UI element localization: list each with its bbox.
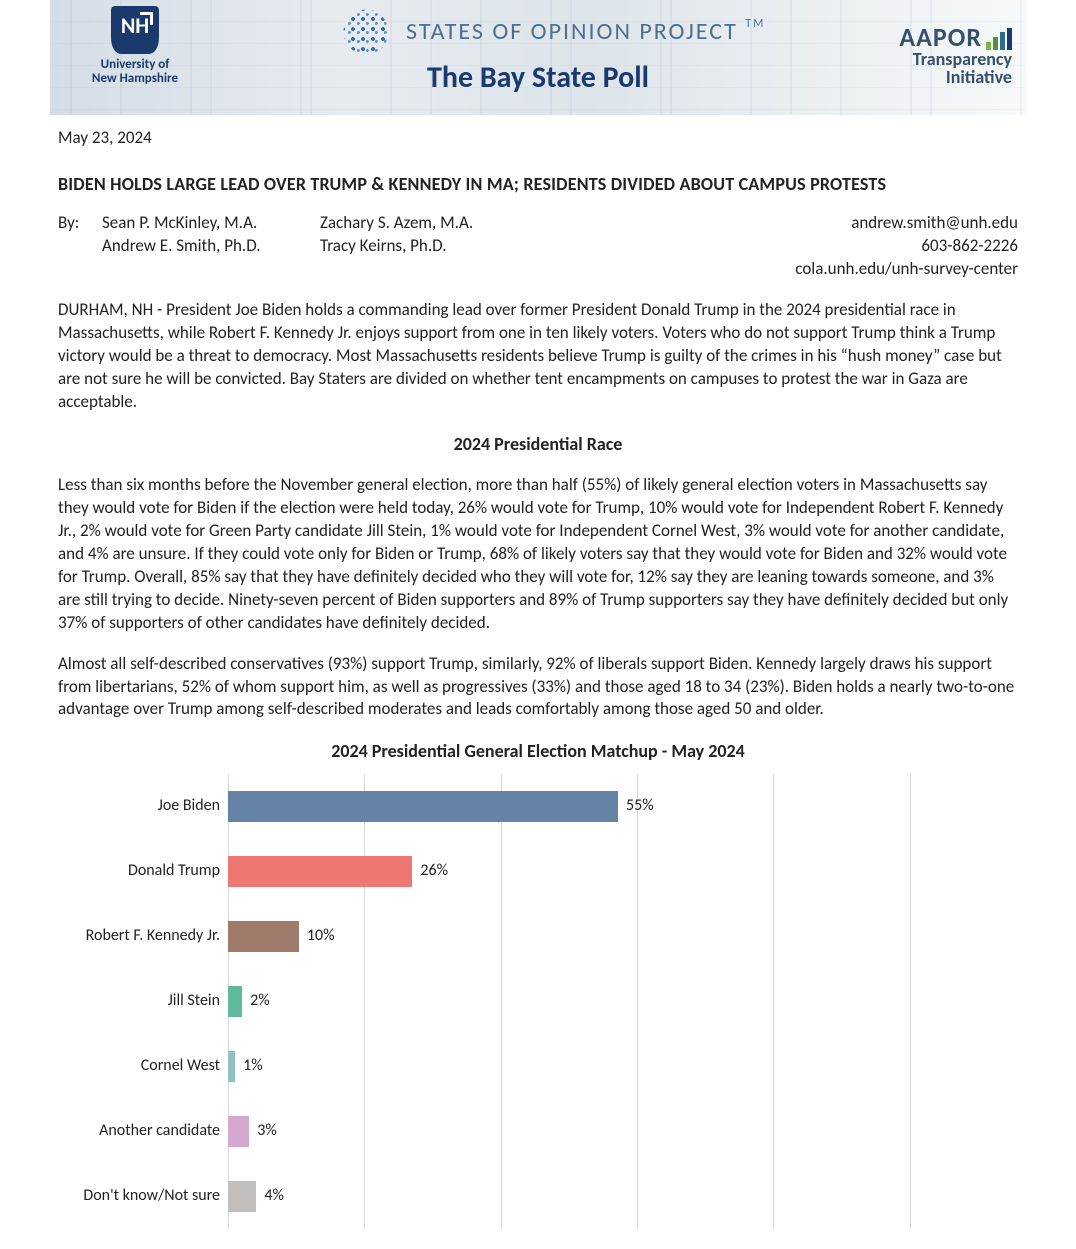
chart-bar-zone: 2%	[228, 976, 1008, 1026]
chart-category-label: Robert F. Kennedy Jr.	[68, 925, 228, 947]
chart-bar-zone: 1%	[228, 1041, 1008, 1091]
section-title: 2024 Presidential Race	[58, 432, 1018, 456]
aapor-bars-icon	[986, 28, 1012, 50]
chart-bar	[228, 986, 242, 1017]
contact-url: cola.unh.edu/unh-survey-center	[795, 258, 1018, 281]
chart-value-label: 4%	[256, 1185, 284, 1207]
aapor-logo-block: AAPOR Transparency Initiative	[899, 24, 1012, 86]
chart-row: Joe Biden 55%	[68, 774, 1008, 839]
chart-bar-zone: 55%	[228, 781, 1008, 831]
chart-bar	[228, 1181, 256, 1212]
chart-value-label: 3%	[249, 1120, 277, 1142]
chart-row: Robert F. Kennedy Jr. 10%	[68, 904, 1008, 969]
chart-bar-zone: 4%	[228, 1171, 1008, 1221]
dotted-globe-icon	[340, 6, 392, 58]
sop-title-text: STATES OF OPINION PROJECT	[406, 17, 738, 46]
article-headline: BIDEN HOLDS LARGE LEAD OVER TRUMP & KENN…	[58, 172, 1018, 196]
aapor-sub2: Initiative	[899, 68, 1012, 86]
poll-title: The Bay State Poll	[50, 58, 1026, 99]
chart-bar	[228, 1116, 249, 1147]
contact-phone: 603-862-2226	[795, 235, 1018, 258]
body-paragraph: Almost all self-described conservatives …	[58, 653, 1018, 722]
chart-category-label: Another candidate	[68, 1120, 228, 1142]
byline-label: By:	[58, 212, 102, 281]
chart-value-label: 2%	[242, 990, 270, 1012]
chart-category-label: Donald Trump	[68, 860, 228, 882]
chart-category-label: Joe Biden	[68, 795, 228, 817]
chart-row: Don't know/Not sure 4%	[68, 1164, 1008, 1229]
aapor-text: AAPOR	[899, 24, 982, 50]
author-name: Zachary S. Azem, M.A.	[320, 212, 560, 235]
chart-category-label: Cornel West	[68, 1055, 228, 1077]
chart-value-label: 1%	[235, 1055, 263, 1077]
chart-value-label: 55%	[618, 795, 654, 817]
chart-title: 2024 Presidential General Election Match…	[58, 739, 1018, 763]
chart-category-label: Don't know/Not sure	[68, 1185, 228, 1207]
header-banner: NH University of New Hampshire STATES OF…	[50, 0, 1026, 115]
byline-row: By: Sean P. McKinley, M.A. Andrew E. Smi…	[58, 212, 1018, 281]
author-name: Andrew E. Smith, Ph.D.	[102, 235, 320, 258]
chart-category-label: Jill Stein	[68, 990, 228, 1012]
chart-bar-zone: 26%	[228, 846, 1008, 896]
chart-bar	[228, 856, 412, 887]
chart-value-label: 26%	[412, 860, 448, 882]
trademark-symbol: TM	[745, 17, 765, 31]
chart-bar-zone: 3%	[228, 1106, 1008, 1156]
chart-plot-area: Joe Biden 55% Donald Trump 26% Robert F. Ken…	[68, 774, 1008, 1229]
chart-row: Cornel West 1%	[68, 1034, 1008, 1099]
chart-value-label: 10%	[299, 925, 335, 947]
contact-email: andrew.smith@unh.edu	[795, 212, 1018, 235]
states-of-opinion-block: STATES OF OPINION PROJECT TM	[340, 6, 765, 58]
unh-shield-icon: NH	[111, 6, 159, 54]
chart-row: Jill Stein 2%	[68, 969, 1008, 1034]
chart-row: Donald Trump 26%	[68, 839, 1008, 904]
chart-bar-zone: 10%	[228, 911, 1008, 961]
author-name: Sean P. McKinley, M.A.	[102, 212, 320, 235]
publication-date: May 23, 2024	[58, 127, 1018, 150]
election-matchup-chart: 2024 Presidential General Election Match…	[58, 739, 1018, 1228]
chart-bar	[228, 791, 618, 822]
states-of-opinion-title: STATES OF OPINION PROJECT TM	[406, 16, 765, 48]
chart-bar	[228, 921, 299, 952]
lead-paragraph: DURHAM, NH - President Joe Biden holds a…	[58, 299, 1018, 414]
body-paragraph: Less than six months before the November…	[58, 474, 1018, 635]
author-name: Tracy Keirns, Ph.D.	[320, 235, 560, 258]
chart-row: Another candidate 3%	[68, 1099, 1008, 1164]
chart-bar	[228, 1051, 235, 1082]
